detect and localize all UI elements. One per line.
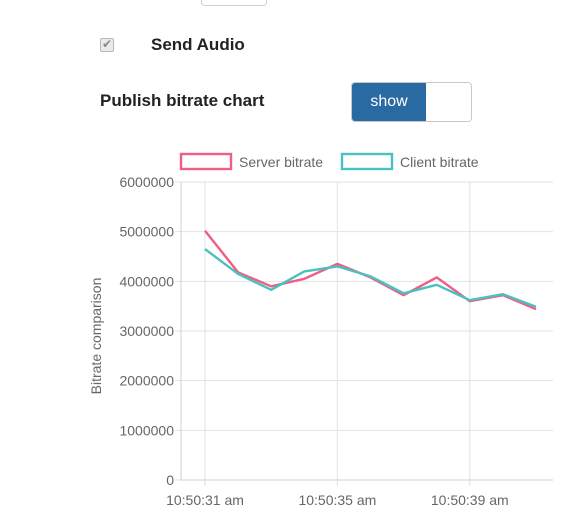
legend-swatch — [179, 152, 233, 171]
y-tick-label: 4000000 — [119, 273, 174, 289]
y-tick-label: 5000000 — [119, 224, 174, 240]
bitrate-chart: Server bitrate Client bitrate 0 1000000 200… — [88, 152, 553, 507]
legend-label: Server bitrate — [239, 154, 323, 170]
publish-chart-toggle[interactable]: show — [351, 82, 472, 122]
publish-bitrate-chart-label: Publish bitrate chart — [100, 91, 265, 110]
chart-legend: Server bitrate Client bitrate — [179, 152, 479, 171]
send-audio-label: Send Audio — [151, 35, 245, 54]
legend-swatch — [340, 152, 394, 171]
toggle-show-option[interactable]: show — [352, 83, 426, 121]
input-stub[interactable] — [201, 0, 267, 6]
y-tick-label: 0 — [166, 472, 174, 488]
x-tick-label: 10:50:35 am — [298, 492, 376, 507]
chart-grid — [175, 181, 553, 486]
chart-axes: 0 1000000 2000000 3000000 4000000 5000000 6000… — [119, 174, 553, 507]
series-line-client-bitrate — [204, 248, 537, 308]
chart-series — [204, 229, 537, 311]
y-tick-label: 1000000 — [119, 422, 174, 438]
y-tick-label: 3000000 — [119, 323, 174, 339]
send-audio-checkbox[interactable]: ✔ — [100, 37, 114, 52]
y-tick-label: 2000000 — [119, 373, 174, 389]
legend-label: Client bitrate — [400, 154, 479, 170]
y-axis-label: Bitrate comparison — [88, 278, 104, 395]
x-tick-label: 10:50:39 am — [431, 492, 509, 507]
toggle-off-option[interactable] — [426, 83, 471, 121]
x-tick-label: 10:50:31 am — [166, 492, 244, 507]
check-icon: ✔ — [102, 37, 113, 51]
y-tick-label: 6000000 — [119, 174, 174, 190]
